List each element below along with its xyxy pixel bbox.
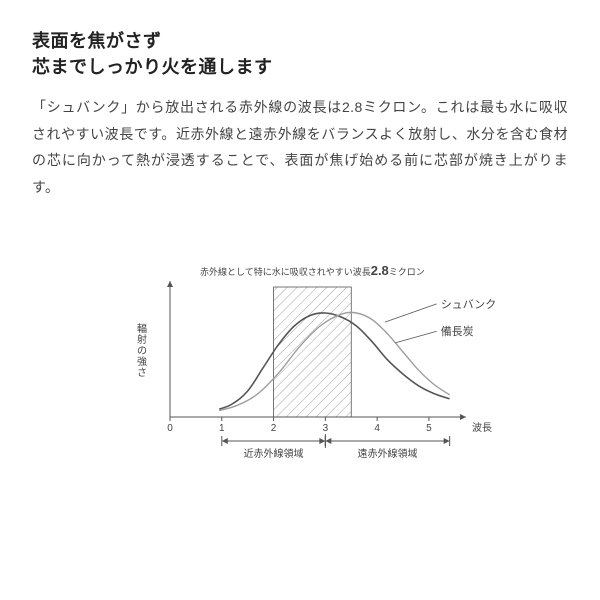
near-ir-range-arrowhead-left-icon (222, 438, 228, 444)
x-tick-label: 1 (219, 423, 225, 434)
leader-line (385, 303, 437, 321)
far-ir-range-label: 遠赤外線領域 (358, 447, 418, 460)
x-tick-label: 4 (374, 423, 380, 434)
leader-line (395, 331, 436, 343)
far-ir-range-arrowhead-left-icon (325, 438, 331, 444)
x-axis-label: 波長 (472, 421, 492, 434)
x-tick-label: 2 (271, 423, 277, 434)
near-ir-range-arrowhead-right-icon (319, 438, 325, 444)
body-paragraph: 「シュバンク」から放出される赤外線の波長は2.8ミクロン。これは最も水に吸収され… (32, 94, 568, 200)
x-tick-label: 0 (167, 423, 173, 434)
x-axis-arrow-icon (460, 414, 466, 420)
title-line-2: 芯までしっかり火を通します (32, 57, 273, 77)
infrared-chart: 赤外線として特に水に吸収されやすい波長2.8ミクロンシュバンク備長炭 0 1 2 3 4 5… (50, 247, 550, 477)
series-label-シュバンク: シュバンク (441, 297, 497, 310)
page-title: 表面を焦がさず 芯までしっかり火を通します (32, 28, 568, 80)
absorption-band (274, 287, 352, 417)
near-ir-range-label: 近赤外線領域 (244, 447, 304, 460)
chart-container: 赤外線として特に水に吸収されやすい波長2.8ミクロンシュバンク備長炭 0 1 2 3 4 5… (32, 247, 568, 477)
x-tick-label: 3 (323, 423, 329, 434)
chart-title: 赤外線として特に水に吸収されやすい波長2.8ミクロン (200, 263, 425, 278)
y-axis-label: 輻射の強さ (137, 323, 147, 379)
series-label-備長炭: 備長炭 (441, 325, 474, 338)
title-line-1: 表面を焦がさず (32, 31, 162, 51)
y-axis-arrow-icon (167, 281, 173, 287)
x-tick-label: 5 (426, 423, 432, 434)
far-ir-range-arrowhead-right-icon (444, 438, 450, 444)
page: 表面を焦がさず 芯までしっかり火を通します 「シュバンク」から放出される赤外線の… (0, 0, 600, 477)
